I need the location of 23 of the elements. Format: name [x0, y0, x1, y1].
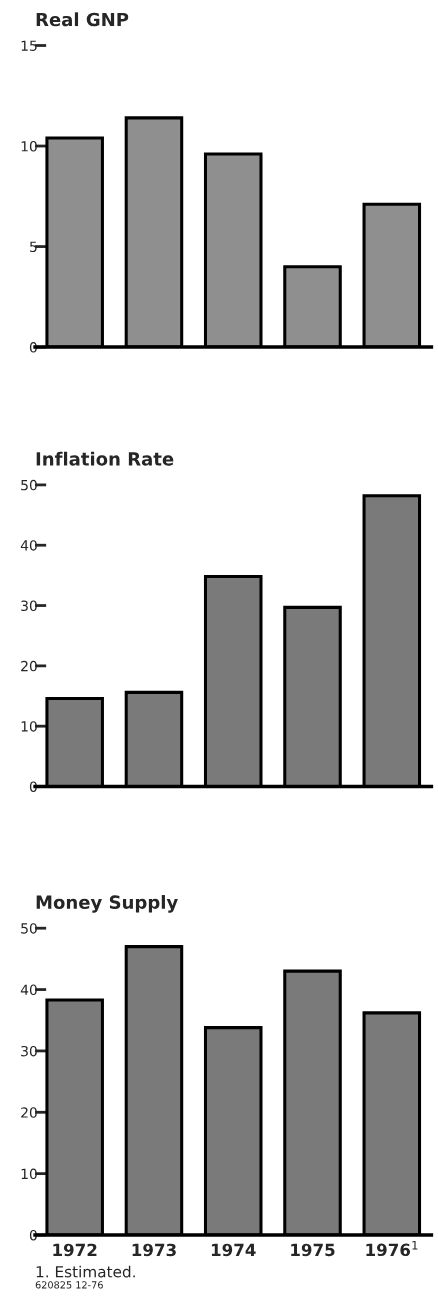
y-tick-label: 50 [21, 923, 37, 934]
text: 1. Estimated. [36, 1265, 135, 1278]
y-tick-label: 5 [30, 241, 37, 253]
y-tick-label: 10 [21, 721, 37, 732]
text: 620825 12-76 [35, 1281, 103, 1289]
x-tick-label: 1972 [53, 1243, 97, 1257]
y-tick-label: 20 [21, 1107, 37, 1118]
x-tick-label: 1973 [132, 1243, 176, 1257]
chart-title: Real GNP [36, 12, 129, 27]
chart-title: Money Supply [36, 895, 178, 913]
y-tick-label: 10 [21, 1168, 37, 1180]
y-tick-label: 10 [21, 141, 37, 152]
y-tick-label: 30 [21, 1045, 37, 1057]
y-tick-label: 30 [21, 600, 37, 612]
x-tick-label: 1975 [291, 1243, 335, 1257]
x-tick-label: 1976$^{1}$ [366, 1241, 418, 1257]
y-tick-label: 40 [20, 540, 37, 551]
y-tick-label: 15 [21, 40, 37, 51]
chart-title: Inflation Rate [36, 451, 174, 466]
y-tick-label: 40 [20, 984, 37, 996]
x-tick-label: 1974 [211, 1243, 256, 1257]
y-tick-label: 20 [21, 660, 37, 672]
y-tick-label: 50 [21, 479, 37, 491]
